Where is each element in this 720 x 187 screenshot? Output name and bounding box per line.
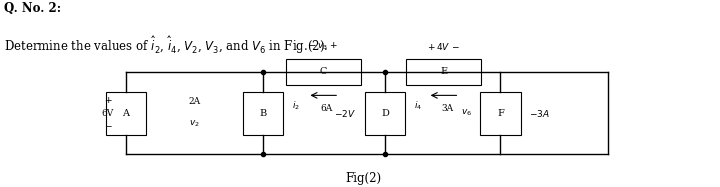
Bar: [106, 92, 146, 135]
Text: $-\,v_3\,+$: $-\,v_3\,+$: [308, 41, 338, 52]
Bar: [243, 92, 283, 135]
Text: C: C: [320, 68, 327, 76]
Text: $-3A$: $-3A$: [529, 108, 550, 119]
Text: E: E: [440, 68, 447, 76]
Text: A: A: [122, 109, 130, 118]
Text: $v_2$: $v_2$: [189, 118, 199, 129]
Bar: [406, 59, 481, 85]
Text: $-2V$: $-2V$: [335, 108, 356, 119]
Text: $i_4$: $i_4$: [414, 99, 422, 112]
Text: Q. No. 2:: Q. No. 2:: [4, 2, 60, 15]
Bar: [480, 92, 521, 135]
Text: −: −: [104, 122, 112, 131]
Text: D: D: [382, 109, 389, 118]
Text: 2A: 2A: [189, 97, 200, 106]
Bar: [365, 92, 405, 135]
Text: 6V: 6V: [102, 109, 114, 118]
Text: 6A: 6A: [320, 104, 333, 113]
Text: F: F: [497, 109, 504, 118]
Text: $i_2$: $i_2$: [292, 99, 300, 112]
Bar: [286, 59, 361, 85]
Text: $+\,4V\,-$: $+\,4V\,-$: [427, 41, 460, 52]
Text: Determine the values of $\mathit{\hat{i}}_2$, $\mathit{\hat{i}}_4$, $V_2$, $V_3$: Determine the values of $\mathit{\hat{i}…: [4, 34, 328, 56]
Text: B: B: [259, 109, 266, 118]
Text: Fig(2): Fig(2): [346, 172, 382, 185]
Text: +: +: [104, 96, 112, 105]
Text: 3A: 3A: [441, 104, 453, 113]
Text: $v_6$: $v_6$: [461, 108, 472, 118]
